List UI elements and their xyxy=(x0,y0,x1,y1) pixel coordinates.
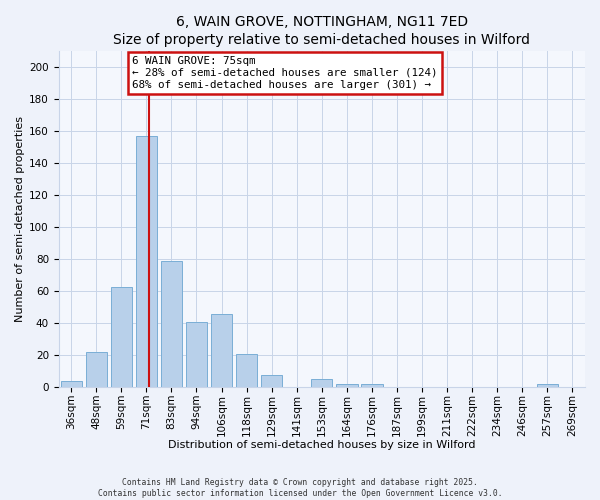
Bar xyxy=(236,354,257,388)
Bar xyxy=(261,374,283,388)
Bar xyxy=(61,381,82,388)
Bar xyxy=(186,322,207,388)
Y-axis label: Number of semi-detached properties: Number of semi-detached properties xyxy=(15,116,25,322)
Bar xyxy=(110,286,132,388)
Bar xyxy=(161,261,182,388)
Bar xyxy=(361,384,383,388)
Bar xyxy=(211,314,232,388)
Bar xyxy=(86,352,107,388)
Title: 6, WAIN GROVE, NOTTINGHAM, NG11 7ED
Size of property relative to semi-detached h: 6, WAIN GROVE, NOTTINGHAM, NG11 7ED Size… xyxy=(113,15,530,48)
Bar xyxy=(136,136,157,388)
Bar xyxy=(336,384,358,388)
Text: Contains HM Land Registry data © Crown copyright and database right 2025.
Contai: Contains HM Land Registry data © Crown c… xyxy=(98,478,502,498)
X-axis label: Distribution of semi-detached houses by size in Wilford: Distribution of semi-detached houses by … xyxy=(168,440,476,450)
Bar xyxy=(537,384,558,388)
Text: 6 WAIN GROVE: 75sqm
← 28% of semi-detached houses are smaller (124)
68% of semi-: 6 WAIN GROVE: 75sqm ← 28% of semi-detach… xyxy=(133,56,438,90)
Bar xyxy=(311,380,332,388)
